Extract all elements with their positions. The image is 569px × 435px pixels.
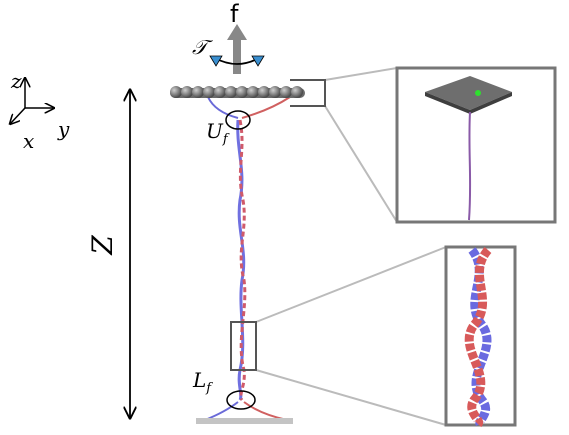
- base-surface: [196, 418, 293, 424]
- bead-plate: [170, 86, 305, 98]
- lower-label: Lf: [192, 368, 213, 396]
- label-main: L: [192, 368, 206, 392]
- force-arrow: [227, 24, 247, 74]
- axis-label: y: [57, 117, 70, 141]
- axis-label: z: [10, 69, 22, 93]
- extension-label: Z: [86, 235, 119, 256]
- zoom-panel-bottom: [446, 247, 515, 425]
- molecule: [205, 97, 290, 420]
- axis-label: x: [23, 129, 34, 153]
- zoom-panel-top: [397, 68, 555, 222]
- torque-label: 𝒯: [192, 35, 214, 59]
- force-label: f: [230, 0, 239, 28]
- label-sub: f: [222, 132, 230, 147]
- label-sub: f: [205, 381, 213, 396]
- figure: z y x Z f 𝒯 Uf Lf: [0, 0, 569, 435]
- label-main: U: [206, 119, 224, 143]
